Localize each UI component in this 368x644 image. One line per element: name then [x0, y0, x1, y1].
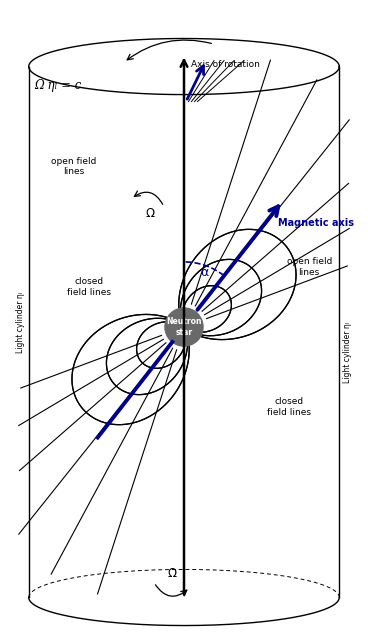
- Text: open field
lines: open field lines: [51, 157, 96, 176]
- Text: Ω ηₗ = c: Ω ηₗ = c: [34, 79, 81, 91]
- Text: open field
lines: open field lines: [287, 257, 332, 277]
- Text: Light cylinder ηₗ: Light cylinder ηₗ: [343, 321, 352, 383]
- Text: Ω: Ω: [146, 207, 155, 220]
- Text: Neutron
star: Neutron star: [166, 317, 202, 337]
- Text: Light cylinder ηₗ: Light cylinder ηₗ: [16, 292, 25, 352]
- Text: Ω: Ω: [167, 567, 177, 580]
- Text: α: α: [200, 266, 208, 279]
- Text: Axis of rotation: Axis of rotation: [191, 59, 260, 68]
- Text: closed
field lines: closed field lines: [67, 277, 111, 297]
- Circle shape: [165, 308, 203, 346]
- Text: Magnetic axis: Magnetic axis: [278, 218, 354, 228]
- Text: closed
field lines: closed field lines: [267, 397, 311, 417]
